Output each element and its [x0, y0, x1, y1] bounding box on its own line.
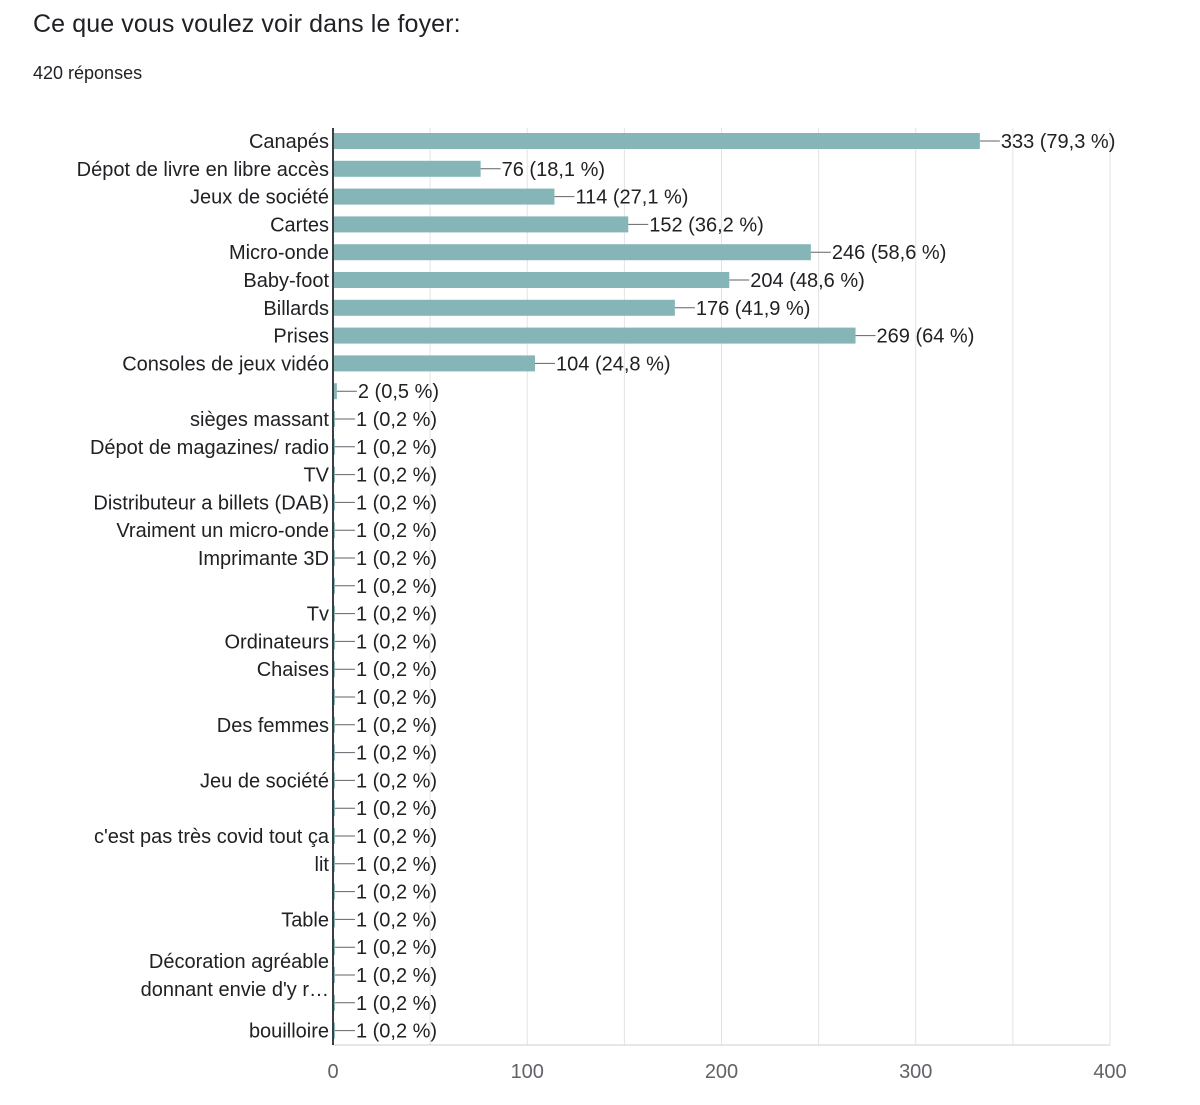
data-label: 1 (0,2 %) [356, 631, 437, 653]
bar [333, 133, 980, 149]
data-label: 1 (0,2 %) [356, 743, 437, 765]
category-label: Distributeur a billets (DAB) [93, 492, 329, 514]
wrapped-category-label: donnant envie d'y r… [141, 979, 329, 1001]
bar [333, 272, 730, 288]
data-label: 1 (0,2 %) [356, 826, 437, 848]
bar [333, 188, 555, 205]
wrapped-category-label: Décoration agréable [149, 951, 329, 973]
data-label: 1 (0,2 %) [356, 1021, 437, 1043]
data-label: 1 (0,2 %) [356, 687, 437, 709]
question-title: Ce que vous voulez voir dans le foyer: [33, 10, 461, 38]
data-label: 269 (64 %) [877, 326, 975, 348]
label-layer: 333 (79,3 %) Canapés 76 (18,1 %) Dépot de l… [77, 131, 1116, 1043]
category-label: sièges massant [190, 409, 329, 431]
category-label: Des femmes [217, 715, 329, 737]
category-label: Jeux de société [190, 187, 329, 209]
data-label: 1 (0,2 %) [356, 604, 437, 626]
category-label: Jeu de société [200, 770, 329, 792]
category-label: Vraiment un micro-onde [116, 520, 329, 542]
data-label: 1 (0,2 %) [356, 937, 437, 959]
x-tick-label: 300 [899, 1061, 932, 1083]
category-label: Imprimante 3D [198, 548, 329, 570]
data-label: 333 (79,3 %) [1001, 131, 1116, 153]
category-label: Chaises [257, 659, 329, 681]
category-label: bouilloire [249, 1021, 329, 1043]
data-label: 1 (0,2 %) [356, 437, 437, 459]
data-label: 114 (27,1 %) [575, 187, 688, 209]
bar [333, 160, 481, 177]
category-label: Prises [273, 326, 329, 348]
response-count: 420 réponses [33, 63, 143, 83]
category-label: lit [315, 854, 330, 876]
category-label: Tv [307, 604, 329, 626]
category-label: Ordinateurs [225, 631, 330, 653]
data-label: 1 (0,2 %) [356, 770, 437, 792]
bar-layer [333, 133, 980, 1039]
bar [333, 244, 811, 261]
data-label: 176 (41,9 %) [696, 298, 811, 320]
data-label: 1 (0,2 %) [356, 798, 437, 820]
category-label: Canapés [249, 131, 329, 153]
bar [333, 299, 675, 316]
category-label: TV [303, 465, 329, 487]
data-label: 1 (0,2 %) [356, 909, 437, 931]
data-label: 1 (0,2 %) [356, 659, 437, 681]
data-label: 1 (0,2 %) [356, 492, 437, 514]
data-label: 1 (0,2 %) [356, 882, 437, 904]
bar [333, 216, 629, 233]
data-label: 204 (48,6 %) [750, 270, 865, 292]
x-tick-label: 0 [327, 1061, 338, 1083]
category-label: Table [281, 909, 329, 931]
category-label: Billards [263, 298, 329, 320]
x-tick-label: 400 [1093, 1061, 1126, 1083]
category-label: Cartes [270, 214, 329, 236]
data-label: 152 (36,2 %) [649, 214, 764, 236]
data-label: 104 (24,8 %) [556, 353, 671, 375]
category-label: c'est pas très covid tout ça [94, 826, 330, 848]
bar [333, 355, 536, 372]
category-label: Micro-onde [229, 242, 329, 264]
grid-layer [333, 128, 1111, 1046]
data-label: 1 (0,2 %) [356, 409, 437, 431]
x-tick-label: 200 [705, 1061, 738, 1083]
bar [333, 383, 337, 400]
data-label: 1 (0,2 %) [356, 576, 437, 598]
axis-layer: 0 100 200 300 400 [327, 128, 1127, 1083]
data-label: 1 (0,2 %) [356, 715, 437, 737]
category-label: Dépot de magazines/ radio [90, 437, 329, 459]
category-label: Dépot de livre en libre accès [77, 159, 329, 181]
data-label: 246 (58,6 %) [832, 242, 947, 264]
data-label: 1 (0,2 %) [356, 520, 437, 542]
category-label: Consoles de jeux vidéo [122, 353, 329, 375]
bar [333, 327, 856, 344]
data-label: 1 (0,2 %) [356, 965, 437, 987]
data-label: 76 (18,1 %) [502, 159, 605, 181]
x-tick-label: 100 [511, 1061, 544, 1083]
category-label: Baby-foot [243, 270, 329, 292]
data-label: 1 (0,2 %) [356, 993, 437, 1015]
data-label: 1 (0,2 %) [356, 854, 437, 876]
data-label: 2 (0,5 %) [358, 381, 439, 403]
data-label: 1 (0,2 %) [356, 548, 437, 570]
data-label: 1 (0,2 %) [356, 465, 437, 487]
